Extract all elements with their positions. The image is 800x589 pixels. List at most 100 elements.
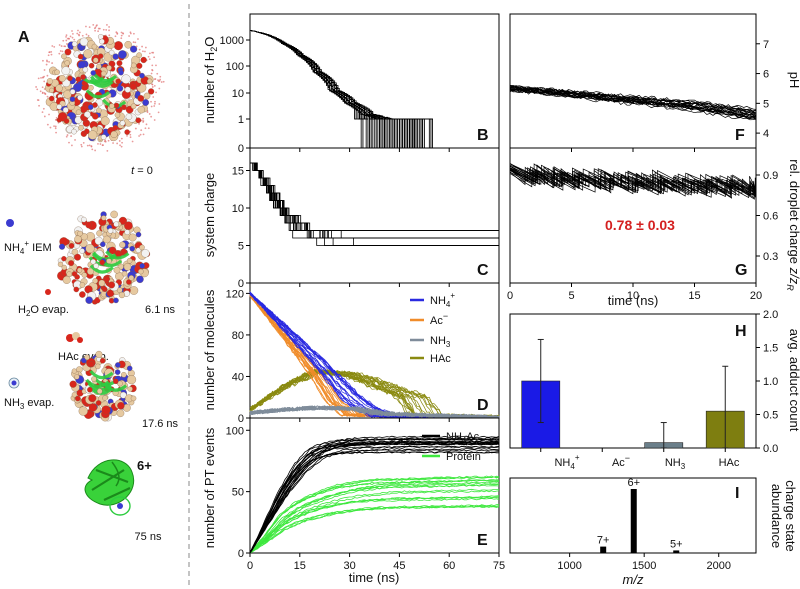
water-dot [42,59,44,62]
atom-sphere [98,279,106,287]
atom-sphere [74,235,82,243]
atom-sphere [143,92,151,100]
atom-sphere [142,99,150,106]
y-axis-label: avg. adduct count [787,329,800,432]
water-dot [121,141,123,144]
atom-sphere [124,41,132,49]
water-dot [114,35,117,38]
water-dot [43,75,45,78]
water-dot [108,26,110,28]
molecule-count-trace [249,294,500,419]
water-dot [153,78,156,81]
water-dot [58,52,61,55]
atom-sphere [116,85,124,92]
atom-sphere [79,282,86,288]
atom-sphere [124,86,131,93]
x-tick-label: 60 [443,560,455,572]
water-dot [126,135,128,137]
atom-sphere [137,95,145,102]
water-dot [73,38,76,41]
water-dot [151,64,154,67]
protein-ribbon [80,72,127,109]
water-dot [142,50,144,53]
water-dot [153,84,156,87]
water-dot [71,32,74,35]
atom-sphere [113,266,121,274]
water-dot [66,43,68,45]
water-dot [146,111,149,114]
atom-sphere [100,116,110,126]
x-tick-label: 75 [493,560,505,572]
panel-label-d: D [477,397,489,414]
legend-label-hac: HAc [430,353,451,365]
pt-event-trace [249,451,499,554]
pt-event-trace [249,503,500,554]
atom-sphere [101,215,107,221]
pt-event-trace [249,505,500,554]
ph-trace [509,86,757,119]
water-dot [142,120,145,122]
y-tick-label: 0 [238,548,244,560]
molecule-count-trace [249,294,499,419]
water-dot [151,83,154,86]
molecule-count-trace [249,296,499,419]
water-dot [63,45,66,48]
x-tick-label: 5 [568,290,574,302]
water-dot [70,135,73,137]
snapshot-time-label: 75 ns [135,531,162,543]
water-dot [140,119,143,122]
water-dot [106,149,109,152]
molecule-count-trace [249,294,500,419]
atom-sphere [78,406,88,416]
water-dot [53,125,55,128]
chart-g: G rel. droplet charge z/zR time (ns) 0.7… [507,147,800,308]
chart-d: D number of molecules 0 40 80 120 NH4+ Ac− … [202,282,500,425]
y-tick-label: 10 [232,203,244,215]
droplet-charge-trace [509,167,757,195]
water-dot [147,127,150,130]
water-dot [138,122,140,125]
pt-event-trace [249,443,500,554]
molecule-count-trace [249,295,500,419]
water-dot [48,61,50,63]
water-dot [144,50,146,53]
x-tick-label: 20 [750,290,762,302]
molecule-count-trace [249,291,500,419]
water-dot [80,145,83,148]
water-dot [43,92,46,94]
y-axis-label: system charge [202,173,217,258]
y-tick-label: 1 [238,114,244,126]
atom-sphere [58,74,66,82]
molecule-count-trace [249,293,500,419]
atom-sphere [46,78,54,85]
water-dot [148,58,151,61]
system-charge-trace [250,162,499,239]
x-axis-label: time (ns) [608,293,659,308]
water-dot [139,133,142,136]
x-tick-label: 15 [294,560,306,572]
legend-d: NH4+ Ac− NH3 HAc [410,291,455,365]
water-dot [65,39,68,42]
system-charge-trace [250,162,499,239]
water-dot [65,135,68,138]
system-charge-trace [250,162,499,231]
y-tick-label: 10 [232,88,244,100]
water-dot [71,144,73,147]
water-dot [49,126,52,129]
pt-event-trace [249,479,500,554]
y-tick-label: 50 [232,487,244,499]
atom-sphere [68,260,75,267]
y-tick-label: 2.0 [763,309,778,321]
system-charge-trace [250,162,499,239]
hac-molecule-icon [66,332,83,343]
y-tick-label: 0.0 [763,443,778,455]
molecule-count-trace [249,293,500,419]
atom-sphere [62,107,69,113]
molecule-count-trace [249,294,500,419]
y-tick-label: 1.5 [763,343,778,355]
water-dot [158,87,161,90]
system-charge-trace [250,162,499,246]
water-dot [138,135,140,137]
atom-sphere [55,84,63,92]
molecule-count-trace [249,292,500,419]
